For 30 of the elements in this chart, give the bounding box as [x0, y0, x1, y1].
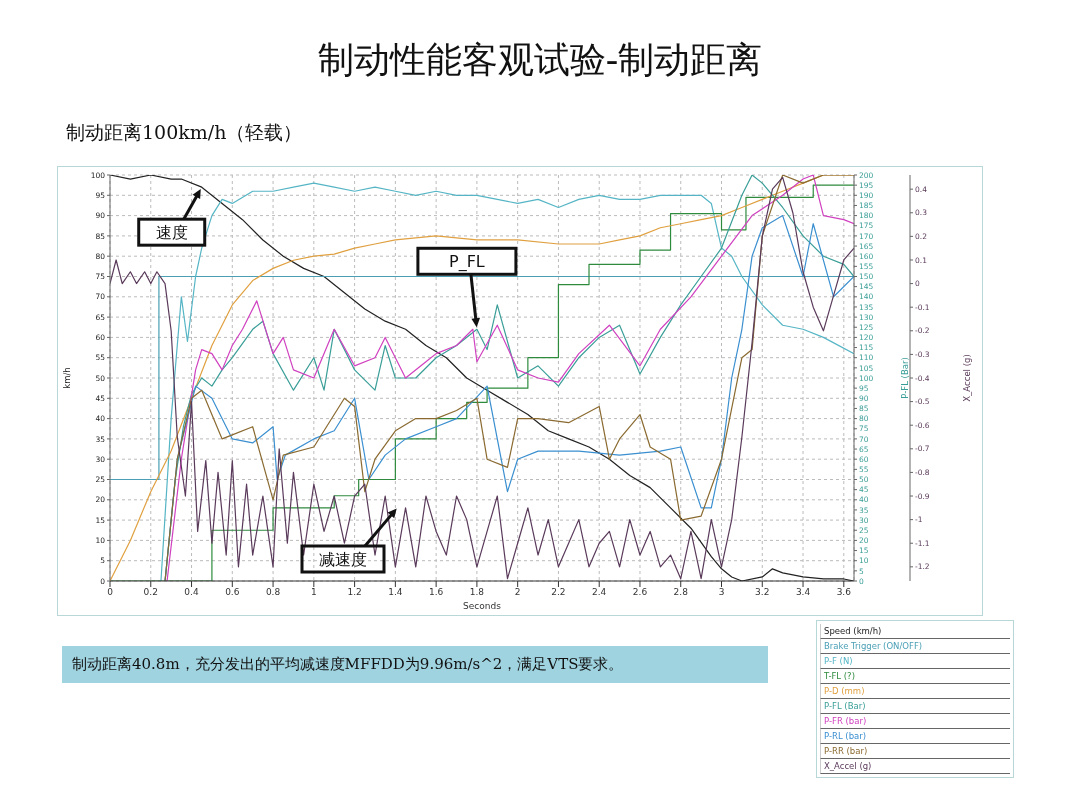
x-tick-label: 2.6: [632, 587, 648, 598]
chart-title: 制动性能客观试验-制动距离: [316, 38, 764, 82]
x-tick-label: 3.2: [755, 587, 770, 598]
annotation: P_FL: [449, 252, 485, 273]
y2-axis-title: P-FL (Bar): [900, 357, 911, 399]
legend-box: Speed (km/h) Brake Trigger (ON/OFF) P-F (N) T-FL (?) P-D (mm) P-FL (Bar) P-FR (bar) P-RL (bar) P-RR (bar) X_Accel (g): [816, 620, 1014, 778]
x-tick-label: 3.4: [795, 587, 811, 598]
x-tick-label: 1.2: [347, 587, 362, 598]
x-tick-label: 2.4: [592, 587, 607, 598]
x-tick-label: 3: [718, 587, 725, 598]
x-tick-label: 1.6: [428, 587, 444, 598]
x-tick-label: 3.6: [836, 587, 852, 598]
x-tick-label: 0: [107, 587, 114, 598]
x-tick-label: 2.8: [673, 587, 689, 598]
y3-axis-title: X_Accel (g): [962, 354, 973, 402]
x-axis-title: Seconds: [463, 601, 502, 611]
annotation: 减速度: [319, 550, 367, 569]
chart-subtitle: 制动距离100km/h（轻载）: [66, 120, 303, 145]
text: 制动距离40.8m，充分发出的平均减速度MFFDD为9.96m/s^2，满足VTS要求。: [72, 655, 625, 674]
x-tick-label: 0.8: [265, 587, 281, 598]
x-tick-label: 0.6: [225, 587, 240, 598]
x-tick-label: 0.4: [184, 587, 199, 598]
x-tick-label: 2.2: [551, 587, 566, 598]
y-axis-title: km/h: [62, 367, 73, 389]
annotation: 速度: [155, 223, 188, 243]
x-tick-label: 1: [310, 587, 317, 598]
x-tick-label: 1.8: [469, 587, 485, 598]
x-tick-label: 0.2: [143, 587, 158, 598]
x-tick-label: 2: [514, 587, 521, 598]
x-tick-label: 1.4: [388, 587, 403, 598]
